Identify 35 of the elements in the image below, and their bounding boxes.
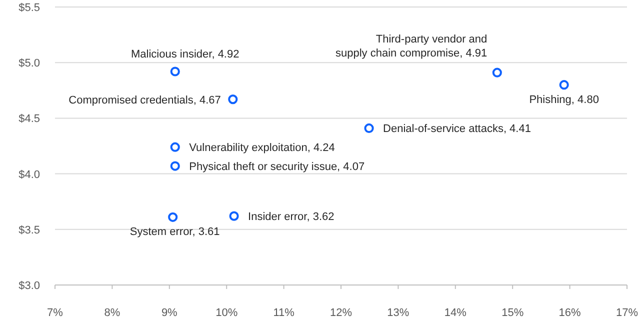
x-tick-label: 12% (330, 307, 352, 319)
y-tick-label: $4.5 (18, 113, 40, 126)
x-tick-label: 8% (104, 307, 120, 319)
data-label: Malicious insider, 4.92 (131, 48, 240, 60)
point (228, 94, 238, 104)
x-tick-label: 7% (47, 307, 64, 319)
data-label: Physical theft or security issue, 4.07 (189, 161, 365, 174)
x-tick-label: 11% (273, 307, 295, 319)
point (170, 66, 180, 76)
point (492, 68, 502, 78)
point (170, 161, 180, 171)
y-tick-label: $4.0 (18, 168, 40, 181)
point (559, 80, 569, 90)
x-tick-label: 17% (616, 307, 638, 319)
x-tick-label: 9% (161, 307, 178, 319)
x-tick-label: 15% (502, 307, 524, 319)
data-label: Insider error, 3.62 (248, 211, 334, 224)
y-tick-label: $3.0 (18, 280, 40, 292)
point (168, 212, 178, 222)
y-tick-label: $5.5 (18, 2, 40, 14)
y-tick-label: $5.0 (18, 58, 40, 70)
point (364, 123, 374, 133)
x-tick-label: 16% (558, 307, 582, 319)
data-label: Phishing, 4.80 (529, 94, 599, 106)
data-label: Denial-of-service attacks, 4.41 (383, 123, 531, 136)
x-tick-label: 10% (216, 307, 238, 319)
x-tick-label: 14% (444, 307, 467, 319)
x-tick-label: 13% (387, 307, 410, 319)
y-tick-label: $3.5 (18, 224, 40, 236)
data-label: Vulnerability exploitation, 4.24 (189, 142, 335, 154)
data-label: Third-party vendor and supply chain compromise, 4.91 (336, 34, 488, 60)
point (170, 142, 180, 152)
data-label: Compromised credentials, 4.67 (68, 94, 221, 106)
data-label: System error, 3.61 (130, 226, 220, 238)
point (229, 211, 239, 221)
